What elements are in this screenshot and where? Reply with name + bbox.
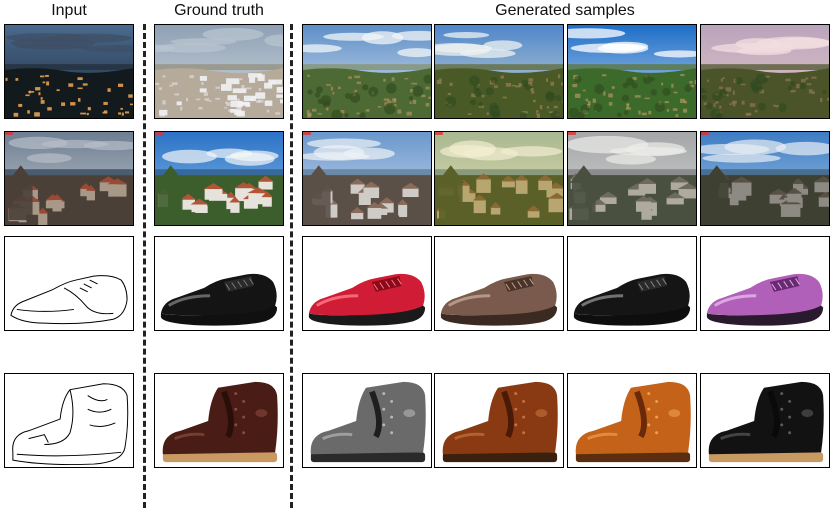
landscape-sample-2-picture (435, 25, 563, 118)
town-input-image (4, 131, 134, 226)
boot-sample-2-image (434, 373, 564, 468)
boot-sample-3-picture (568, 374, 696, 467)
shoe-ground-truth-picture (155, 237, 283, 330)
landscape-sample-3-image (567, 24, 697, 119)
shoe-sample-3-image (567, 236, 697, 331)
boot-sample-3-image (567, 373, 697, 468)
landscape-sample-2-image (434, 24, 564, 119)
boot-ground-truth-picture (155, 374, 283, 467)
shoe-sample-4-picture (701, 237, 829, 330)
header-generated-samples: Generated samples (495, 2, 635, 19)
divider-left (143, 24, 146, 508)
town-sample-1-image (302, 131, 432, 226)
divider-right (290, 24, 293, 508)
boot-sample-4-picture (701, 374, 829, 467)
shoe-sample-4-image (700, 236, 830, 331)
header-input: Input (51, 2, 87, 19)
boot-input-image (4, 373, 134, 468)
shoe-sample-1-image (302, 236, 432, 331)
landscape-sample-4-picture (701, 25, 829, 118)
town-sample-4-picture (701, 132, 829, 225)
town-ground-truth-picture (155, 132, 283, 225)
landscape-ground-truth-image (154, 24, 284, 119)
town-input-picture (5, 132, 133, 225)
boot-ground-truth-image (154, 373, 284, 468)
shoe-input-image (4, 236, 134, 331)
header-ground-truth: Ground truth (174, 2, 264, 19)
boot-input-picture (5, 374, 133, 467)
shoe-input-picture (5, 237, 133, 330)
boot-sample-1-image (302, 373, 432, 468)
shoe-ground-truth-image (154, 236, 284, 331)
boot-sample-4-image (700, 373, 830, 468)
landscape-input-picture (5, 25, 133, 118)
landscape-sample-3-picture (568, 25, 696, 118)
boot-sample-1-picture (303, 374, 431, 467)
landscape-sample-1-image (302, 24, 432, 119)
town-sample-2-picture (435, 132, 563, 225)
landscape-input-image (4, 24, 134, 119)
town-ground-truth-image (154, 131, 284, 226)
town-sample-3-picture (568, 132, 696, 225)
shoe-sample-1-picture (303, 237, 431, 330)
landscape-ground-truth-picture (155, 25, 283, 118)
boot-sample-2-picture (435, 374, 563, 467)
town-sample-3-image (567, 131, 697, 226)
town-sample-4-image (700, 131, 830, 226)
town-sample-2-image (434, 131, 564, 226)
landscape-sample-4-image (700, 24, 830, 119)
shoe-sample-3-picture (568, 237, 696, 330)
shoe-sample-2-image (434, 236, 564, 331)
shoe-sample-2-picture (435, 237, 563, 330)
landscape-sample-1-picture (303, 25, 431, 118)
town-sample-1-picture (303, 132, 431, 225)
